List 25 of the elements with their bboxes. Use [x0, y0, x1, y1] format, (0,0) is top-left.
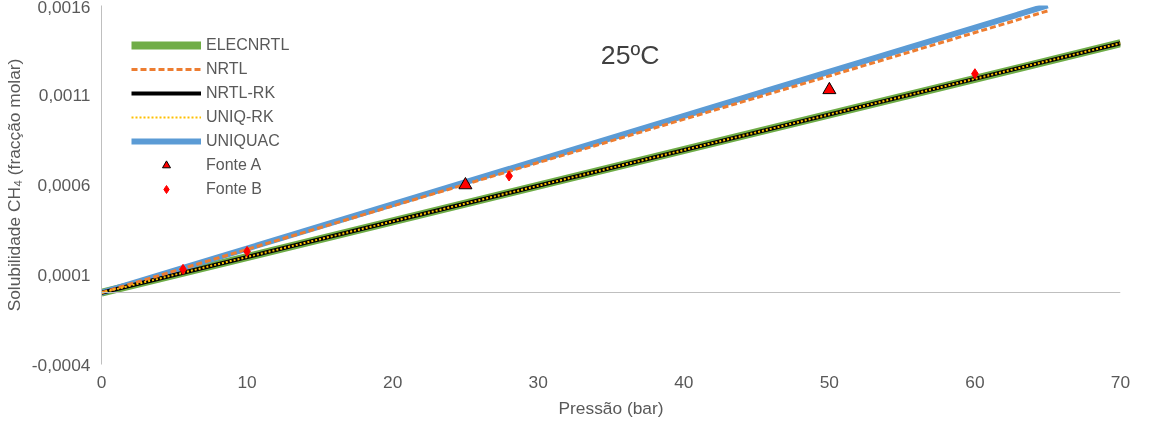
- legend-label: Fonte A: [206, 155, 262, 175]
- legend-label: UNIQ-RK: [206, 107, 274, 127]
- x-tick-label: 70: [1110, 371, 1131, 392]
- x-tick-label: 40: [674, 371, 694, 392]
- legend-label: UNIQUAC: [206, 131, 280, 151]
- point: [458, 176, 473, 190]
- y-tick-label: 0,0016: [37, 0, 91, 17]
- x-tick-label: 60: [965, 371, 985, 392]
- y-axis-title: Solubilidade CH₄ (fracção molar): [3, 58, 24, 312]
- legend-label: Fonte B: [206, 179, 263, 199]
- y-tick-label: 0,0006: [37, 175, 91, 195]
- y-tick-label: 0,0011: [38, 85, 91, 106]
- legend-label: NRTL: [206, 59, 248, 79]
- y-tick-label: -0,0004: [31, 354, 91, 375]
- annotation: 25ºC: [600, 40, 660, 71]
- point: [822, 81, 837, 95]
- x-tick-label: 20: [383, 371, 403, 392]
- x-tick-label: 30: [528, 371, 548, 392]
- y-tick-label: 0,0001: [37, 264, 91, 285]
- legend-label: ELECNRTL: [206, 35, 290, 55]
- x-tick-label: 50: [819, 371, 839, 392]
- legend-label: NRTL-RK: [206, 83, 276, 103]
- x-tick-label: 0: [96, 371, 107, 392]
- x-axis-title: Pressão (bar): [558, 397, 664, 418]
- x-tick-label: 10: [237, 371, 257, 392]
